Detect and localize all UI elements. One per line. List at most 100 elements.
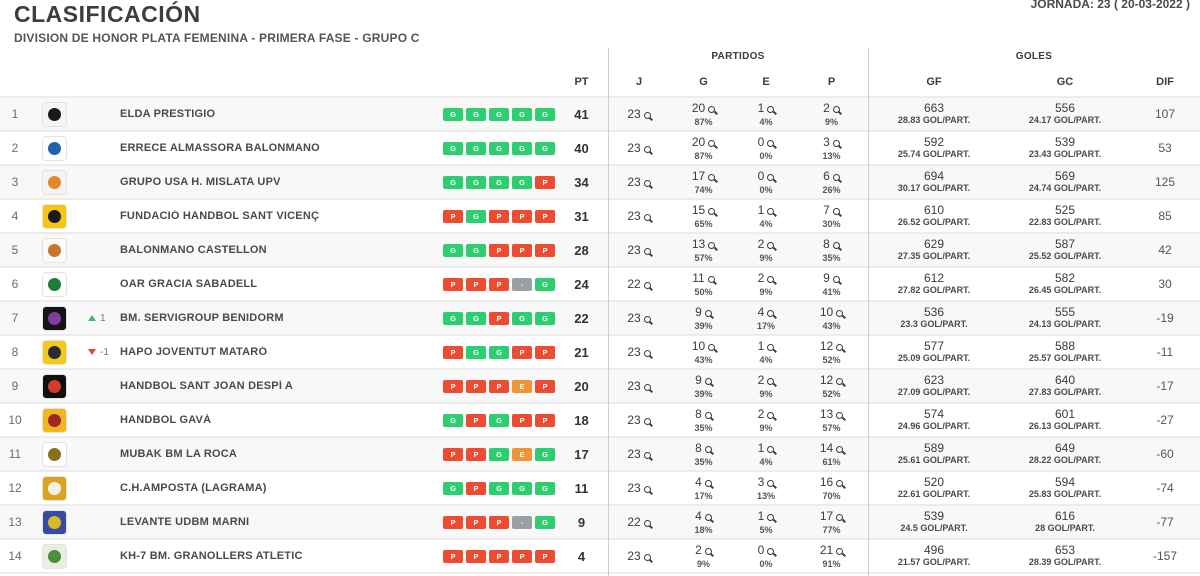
wins-stat-cell[interactable]: 13 57%	[670, 236, 737, 263]
played-stat-cell[interactable]: 23	[608, 174, 670, 191]
losses-stat-cell[interactable]: 13 57%	[795, 406, 868, 433]
played-stat-cell[interactable]: 23	[608, 446, 670, 463]
losses-percent: 43%	[822, 321, 841, 332]
losses-stat-cell[interactable]: 8 35%	[795, 236, 868, 263]
goals-for-average: 27.35 GOL/PART.	[897, 251, 971, 262]
team-name-link[interactable]: KH-7 BM. GRANOLLERS ATLETIC	[120, 550, 303, 562]
played-stat-cell[interactable]: 23	[608, 548, 670, 565]
played-stat-cell[interactable]: 23	[608, 106, 670, 123]
wins-stat-cell[interactable]: 8 35%	[670, 406, 737, 433]
position-label: 3	[11, 175, 19, 189]
wins-stat-cell[interactable]: 10 43%	[670, 338, 737, 365]
wins-stat-cell[interactable]: 17 74%	[670, 168, 737, 195]
draws-stat-cell[interactable]: 3 13%	[737, 474, 795, 501]
draws-stat-cell[interactable]: 1 4%	[737, 202, 795, 229]
team-name-link[interactable]: FUNDACIÓ HANDBOL SANT VICENÇ	[120, 210, 320, 222]
team-name-link[interactable]: ERRECE ALMASSORA BALONMANO	[120, 142, 320, 154]
wins-stat-cell[interactable]: 9 39%	[670, 304, 737, 331]
draws-stat-cell[interactable]: 0 0%	[737, 542, 795, 569]
goals-for-value: 536	[923, 305, 945, 320]
magnifier-icon	[643, 179, 651, 187]
team-logo-emblem	[47, 481, 61, 495]
losses-stat-cell[interactable]: 17 77%	[795, 508, 868, 535]
team-name-link[interactable]: HANDBOL GAVÀ	[120, 414, 212, 426]
team-name-link[interactable]: C.H.AMPOSTA (LAGRAMA)	[120, 482, 267, 494]
form-badge: P	[466, 515, 486, 529]
draws-stat-cell[interactable]: 0 0%	[737, 168, 795, 195]
wins-stat-cell[interactable]: 4 18%	[670, 508, 737, 535]
wins-value: 4	[695, 475, 702, 490]
played-stat-cell[interactable]: 23	[608, 344, 670, 361]
played-value: 23	[627, 242, 641, 257]
wins-stat-cell[interactable]: 20 87%	[670, 100, 737, 127]
wins-stat-cell[interactable]: 15 65%	[670, 202, 737, 229]
wins-stat-cell[interactable]: 20 87%	[670, 134, 737, 161]
losses-stat-cell[interactable]: 3 13%	[795, 134, 868, 161]
draws-stat-cell[interactable]: 1 5%	[737, 508, 795, 535]
losses-stat-cell[interactable]: 2 9%	[795, 100, 868, 127]
losses-stat-cell[interactable]: 10 43%	[795, 304, 868, 331]
team-logo-cell	[30, 407, 78, 433]
played-stat-cell[interactable]: 23	[608, 140, 670, 157]
wins-percent: 35%	[694, 457, 713, 468]
wins-stat-cell[interactable]: 9 39%	[670, 372, 737, 399]
losses-stat-cell[interactable]: 12 52%	[795, 372, 868, 399]
draws-stat-cell[interactable]: 2 9%	[737, 372, 795, 399]
played-stat-cell[interactable]: 23	[608, 378, 670, 395]
team-name-link[interactable]: ELDA PRESTIGIO	[120, 108, 216, 120]
magnifier-icon	[767, 446, 775, 454]
movement-indicator: 1	[78, 313, 120, 324]
team-name-link[interactable]: HANDBOL SANT JOAN DESPÍ A	[120, 380, 294, 392]
form-badge: P	[443, 209, 463, 223]
losses-stat-cell[interactable]: 21 91%	[795, 542, 868, 569]
played-stat-cell[interactable]: 23	[608, 242, 670, 259]
wins-stat-cell[interactable]: 11 50%	[670, 270, 737, 297]
team-name-link[interactable]: HAPO JOVENTUT MATARÓ	[120, 346, 268, 358]
wins-stat-cell[interactable]: 2 9%	[670, 542, 737, 569]
losses-stat-cell[interactable]: 9 41%	[795, 270, 868, 297]
draws-stat-cell[interactable]: 0 0%	[737, 134, 795, 161]
team-logo-cell	[30, 237, 78, 263]
draws-stat-cell[interactable]: 2 9%	[737, 236, 795, 263]
played-stat-cell[interactable]: 23	[608, 412, 670, 429]
draws-stat-cell[interactable]: 1 4%	[737, 338, 795, 365]
losses-stat-cell[interactable]: 16 70%	[795, 474, 868, 501]
form-badge: G	[466, 209, 486, 223]
losses-stat-cell[interactable]: 12 52%	[795, 338, 868, 365]
draws-percent: 4%	[759, 457, 773, 468]
losses-stat-cell[interactable]: 6 26%	[795, 168, 868, 195]
played-value: 23	[627, 310, 641, 325]
draws-stat-cell[interactable]: 1 4%	[737, 100, 795, 127]
draws-stat-cell[interactable]: 4 17%	[737, 304, 795, 331]
draws-stat-cell[interactable]: 2 9%	[737, 270, 795, 297]
draws-stat-cell[interactable]: 2 9%	[737, 406, 795, 433]
form-badge: P	[535, 175, 555, 189]
draws-stat-cell[interactable]: 1 4%	[737, 440, 795, 467]
team-name-link[interactable]: BM. SERVIGROUP BENIDORM	[120, 312, 284, 324]
form-badge: P	[535, 413, 555, 427]
team-name-link[interactable]: OAR GRACIA SABADELL	[120, 278, 258, 290]
played-stat-cell[interactable]: 22	[608, 276, 670, 293]
wins-percent: 74%	[694, 185, 713, 196]
team-name-link[interactable]: GRUPO USA H. MISLATA UPV	[120, 176, 281, 188]
losses-stat-cell[interactable]: 7 30%	[795, 202, 868, 229]
team-name-link[interactable]: LEVANTE UDBM MARNI	[120, 516, 250, 528]
team-name-link[interactable]: MUBAK BM LA ROCA	[120, 448, 238, 460]
wins-stat-cell[interactable]: 8 35%	[670, 440, 737, 467]
wins-value: 8	[695, 407, 702, 422]
draws-value: 2	[757, 271, 765, 286]
played-stat-cell[interactable]: 23	[608, 208, 670, 225]
played-stat-cell[interactable]: 23	[608, 480, 670, 497]
wins-stat-cell[interactable]: 4 17%	[670, 474, 737, 501]
played-stat-cell[interactable]: 22	[608, 514, 670, 531]
team-name-link[interactable]: BALONMANO CASTELLON	[120, 244, 267, 256]
played-stat-cell[interactable]: 23	[608, 310, 670, 327]
magnifier-icon	[836, 514, 844, 522]
goals-for-cell: 694 30.17 GOL/PART.	[868, 170, 1000, 193]
losses-stat-cell[interactable]: 14 61%	[795, 440, 868, 467]
